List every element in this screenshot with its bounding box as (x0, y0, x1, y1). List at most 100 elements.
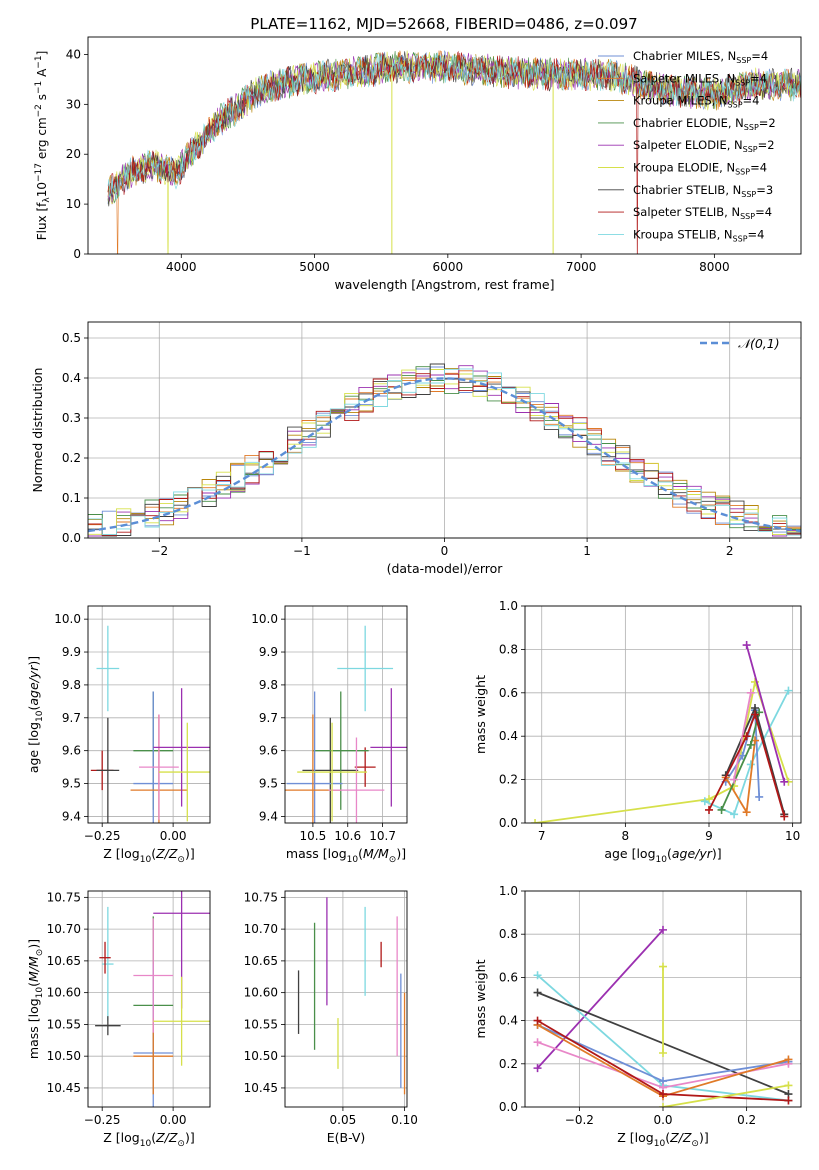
x-tick-label: 1 (583, 544, 591, 558)
y-tick-label: 10.0 (54, 612, 81, 626)
x-tick-label: 0.00 (160, 829, 187, 843)
mass-vs-extinction-axes: 0.05 0.10 10.45 10.50 10.55 10.60 10.65 10.70 10… (244, 890, 418, 1145)
y-tick-label: 10 (66, 197, 81, 211)
mass-weight-vs-age-frame (524, 605, 802, 824)
legend-entry-label: Kroupa MILES, NSSP=4 (633, 94, 759, 110)
y-tick-label: 30 (66, 97, 81, 111)
y-tick-label: 10.50 (47, 1049, 81, 1063)
y-tick-label: 10.45 (244, 1081, 278, 1095)
mass-vs-metallicity-axes: −0.25 0.00 10.45 10.50 10.55 10.60 10.65 10.70 1… (26, 890, 210, 1149)
weight-marker (746, 760, 755, 769)
errorbar-point (139, 714, 179, 820)
y-axis-label: Flux [fλ10−17 erg cm−2 s−1 A−1] (34, 51, 52, 241)
weight-marker (659, 1103, 667, 1107)
errorbar-point (297, 722, 367, 822)
x-tick-label: 8000 (699, 260, 730, 274)
y-tick-label: 10.60 (244, 986, 278, 1000)
weight-marker (746, 740, 755, 749)
mass-weight-vs-metallicity-lines (533, 925, 793, 1107)
y-tick-label: 40 (66, 47, 81, 61)
y-axis-label: age [log10(age/yr)] (26, 656, 45, 773)
y-tick-label: 0.8 (499, 927, 518, 941)
errorbar-point (337, 625, 394, 712)
y-tick-label: 20 (66, 147, 81, 161)
errorbar-point (328, 737, 385, 823)
y-tick-label: 10.0 (251, 612, 278, 626)
errorbar-point (96, 717, 120, 823)
weight-marker (533, 1064, 542, 1073)
x-tick-label: 6000 (433, 260, 464, 274)
errorbar-point (312, 691, 369, 810)
errorbar-point (354, 747, 376, 787)
mass-weight-vs-metallicity-axes: −0.2 0.0 0.2 0.0 0.2 0.4 0.6 0.8 1.0 Z [log10(Z/Z… (473, 884, 801, 1149)
weight-marker (659, 1090, 667, 1099)
errorbar-point (133, 918, 174, 1033)
weight-marker (784, 686, 793, 695)
y-tick-label: 10.55 (47, 1017, 81, 1031)
x-tick-label: 0.00 (160, 1113, 187, 1127)
weight-marker (780, 812, 789, 821)
y-tick-label: 9.7 (62, 711, 81, 725)
mass-vs-extinction-frame (284, 890, 408, 1108)
errorbar-point (133, 691, 174, 823)
y-tick-label: 0.1 (62, 491, 81, 505)
x-axis-label: age [log10(age/yr)] (604, 846, 721, 865)
weight-marker (533, 1038, 542, 1047)
y-axis-label: mass [log10(M/M⊙)] (26, 939, 45, 1059)
y-axis-label: Normed distribution (30, 368, 45, 493)
y-tick-label: 0.2 (499, 773, 518, 787)
weight-series-line (733, 692, 752, 780)
age-vs-mass-frame (284, 605, 408, 824)
y-tick-label: 0.0 (499, 816, 518, 830)
errorbar-point (95, 1016, 121, 1036)
spectrum-lines (107, 49, 801, 254)
weight-marker (531, 819, 540, 823)
y-tick-label: 10.70 (244, 922, 278, 936)
y-tick-label: 10.65 (47, 954, 81, 968)
y-tick-label: 10.70 (47, 922, 81, 936)
y-tick-label: 9.5 (259, 777, 278, 791)
x-tick-label: −0.2 (565, 1113, 594, 1127)
histogram-steps (88, 363, 801, 537)
errorbar-point (302, 717, 359, 823)
y-tick-label: 9.6 (62, 744, 81, 758)
weight-marker (784, 1096, 793, 1105)
y-tick-label: 9.8 (259, 678, 278, 692)
x-tick-label: −0.25 (84, 829, 121, 843)
residual-histogram-axes: −2 −1 0 1 2 0.0 0.1 0.2 0.3 0.4 0.5 (data-model)/er… (30, 322, 801, 576)
y-tick-label: 10.50 (244, 1049, 278, 1063)
x-tick-label: 0.0 (653, 1113, 672, 1127)
weight-marker (730, 810, 739, 819)
legend-entry-label: Kroupa ELODIE, NSSP=4 (633, 161, 767, 177)
age-vs-mass-points (285, 625, 407, 823)
mass-vs-metallicity-frame (87, 890, 211, 1108)
weight-marker (705, 805, 713, 814)
spectrum-series-line (107, 52, 801, 200)
age-vs-metallicity-frame (87, 605, 211, 824)
y-tick-label: 10.55 (244, 1017, 278, 1031)
normal-curve (88, 377, 801, 533)
weight-marker (730, 775, 739, 784)
x-tick-label: −2 (150, 544, 168, 558)
y-tick-label: 0.4 (499, 729, 518, 743)
legend-entry-label: Kroupa STELIB, NSSP=4 (633, 227, 764, 243)
histogram-series (88, 368, 801, 537)
x-tick-label: 0.05 (330, 1113, 357, 1127)
x-tick-label: 7 (538, 829, 546, 843)
mass-weight-vs-age-lines (531, 641, 793, 823)
x-tick-label: 7000 (566, 260, 597, 274)
weight-marker (751, 710, 759, 719)
x-tick-label: −1 (293, 544, 311, 558)
legend-entry-label: 𝒩(0,1) (738, 336, 780, 351)
y-tick-label: 9.4 (62, 809, 81, 823)
legend-entry-label: Salpeter MILES, NSSP=4 (633, 71, 767, 87)
weight-marker (755, 792, 764, 801)
weight-series-line (708, 711, 786, 817)
y-tick-label: 0.4 (62, 371, 81, 385)
weight-marker (784, 1055, 793, 1064)
weight-series-line (534, 678, 790, 823)
age-vs-mass-axes: 10.5 10.6 10.7 9.4 9.5 9.6 9.7 9.8 9.9 10.0 mass [… (251, 606, 407, 865)
x-axis-label: Z [log10(Z/Z⊙)] (103, 1130, 194, 1149)
weight-marker (533, 988, 542, 997)
